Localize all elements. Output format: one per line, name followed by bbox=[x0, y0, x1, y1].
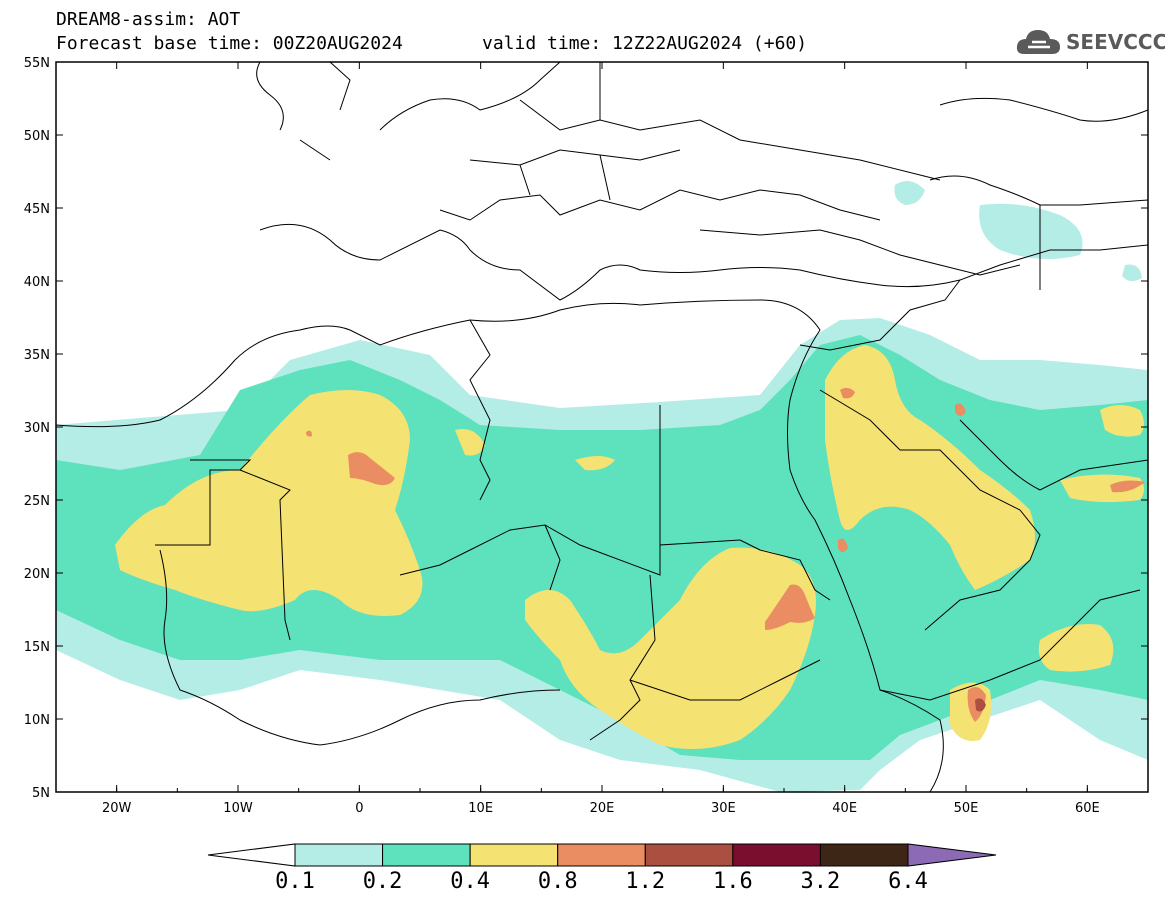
colorbar-over-arrow bbox=[907, 843, 997, 867]
logo-text: SEEVCCC bbox=[1066, 30, 1165, 54]
colorbar-segment bbox=[644, 843, 734, 867]
colorbar-label: 0.2 bbox=[362, 869, 403, 894]
lon-tick-label: 40E bbox=[832, 801, 857, 816]
lon-tick-label: 0 bbox=[355, 801, 363, 816]
lon-tick-label: 20E bbox=[590, 801, 615, 816]
colorbar-segment bbox=[469, 843, 559, 867]
lat-tick-label: 45N bbox=[24, 202, 50, 217]
colorbar-segment bbox=[557, 843, 646, 867]
aot-contour-0.4-arabia bbox=[825, 345, 1035, 590]
aot-contour-0.8-sudan bbox=[765, 584, 815, 630]
seevccc-logo: SEEVCCC bbox=[1014, 22, 1165, 62]
lon-tick-label: 20W bbox=[102, 801, 132, 816]
lat-tick-label: 50N bbox=[24, 129, 50, 144]
lat-tick-label: 55N bbox=[24, 56, 50, 71]
colorbar-label: 3.2 bbox=[800, 869, 841, 894]
colorbar-label: 1.6 bbox=[712, 869, 753, 894]
lon-axis: 20W 10W 0 10E 20E 30E 40E 50E 60E bbox=[55, 62, 1149, 816]
aot-contour-0.4-east bbox=[455, 405, 1144, 503]
colorbar-segment bbox=[294, 843, 384, 867]
map-title: DREAM8-assim: AOT bbox=[56, 9, 241, 30]
colorbar-segment bbox=[732, 843, 821, 867]
lat-tick-label: 20N bbox=[24, 567, 50, 582]
lon-tick-label: 10E bbox=[468, 801, 493, 816]
lon-tick-label: 60E bbox=[1075, 801, 1100, 816]
cloud-icon bbox=[1016, 30, 1060, 54]
colorbar-segment bbox=[819, 843, 909, 867]
colorbar-label: 0.4 bbox=[450, 869, 491, 894]
colorbar-under-arrow bbox=[207, 843, 296, 867]
valid-time: valid time: 12Z22AUG2024 (+60) bbox=[482, 33, 808, 54]
aot-contour-0.8-west bbox=[306, 430, 395, 486]
lat-tick-label: 15N bbox=[24, 640, 50, 655]
aot-contour-0.4-yemen bbox=[950, 624, 1114, 741]
colorbar-label: 0.1 bbox=[275, 869, 315, 894]
lon-tick-label: 30E bbox=[711, 801, 736, 816]
aot-contour-0.1-b bbox=[894, 181, 1142, 282]
lat-tick-label: 40N bbox=[24, 275, 50, 290]
colorbar-label: 6.4 bbox=[888, 869, 928, 894]
colorbar-label: 1.2 bbox=[625, 869, 666, 894]
colorbar bbox=[207, 843, 997, 867]
lat-tick-label: 35N bbox=[24, 348, 50, 363]
aot-contour-1.2 bbox=[975, 698, 986, 712]
lon-tick-label: 10W bbox=[223, 801, 253, 816]
country-borders bbox=[56, 62, 1148, 792]
forecast-base-time: Forecast base time: 00Z20AUG2024 bbox=[56, 33, 403, 54]
lat-tick-label: 5N bbox=[32, 786, 50, 801]
colorbar-label: 0.8 bbox=[537, 869, 578, 894]
aot-field bbox=[56, 62, 1148, 792]
lat-tick-label: 30N bbox=[24, 421, 50, 436]
colorbar-segment bbox=[382, 843, 471, 867]
lat-axis: 5N 10N 15N 20N 25N 30N 35N 40N 45N 50N 55N bbox=[24, 56, 1148, 801]
lat-tick-label: 10N bbox=[24, 713, 50, 728]
aot-contour-0.4-west bbox=[115, 390, 423, 616]
lat-tick-label: 25N bbox=[24, 494, 50, 509]
lon-tick-label: 50E bbox=[954, 801, 979, 816]
